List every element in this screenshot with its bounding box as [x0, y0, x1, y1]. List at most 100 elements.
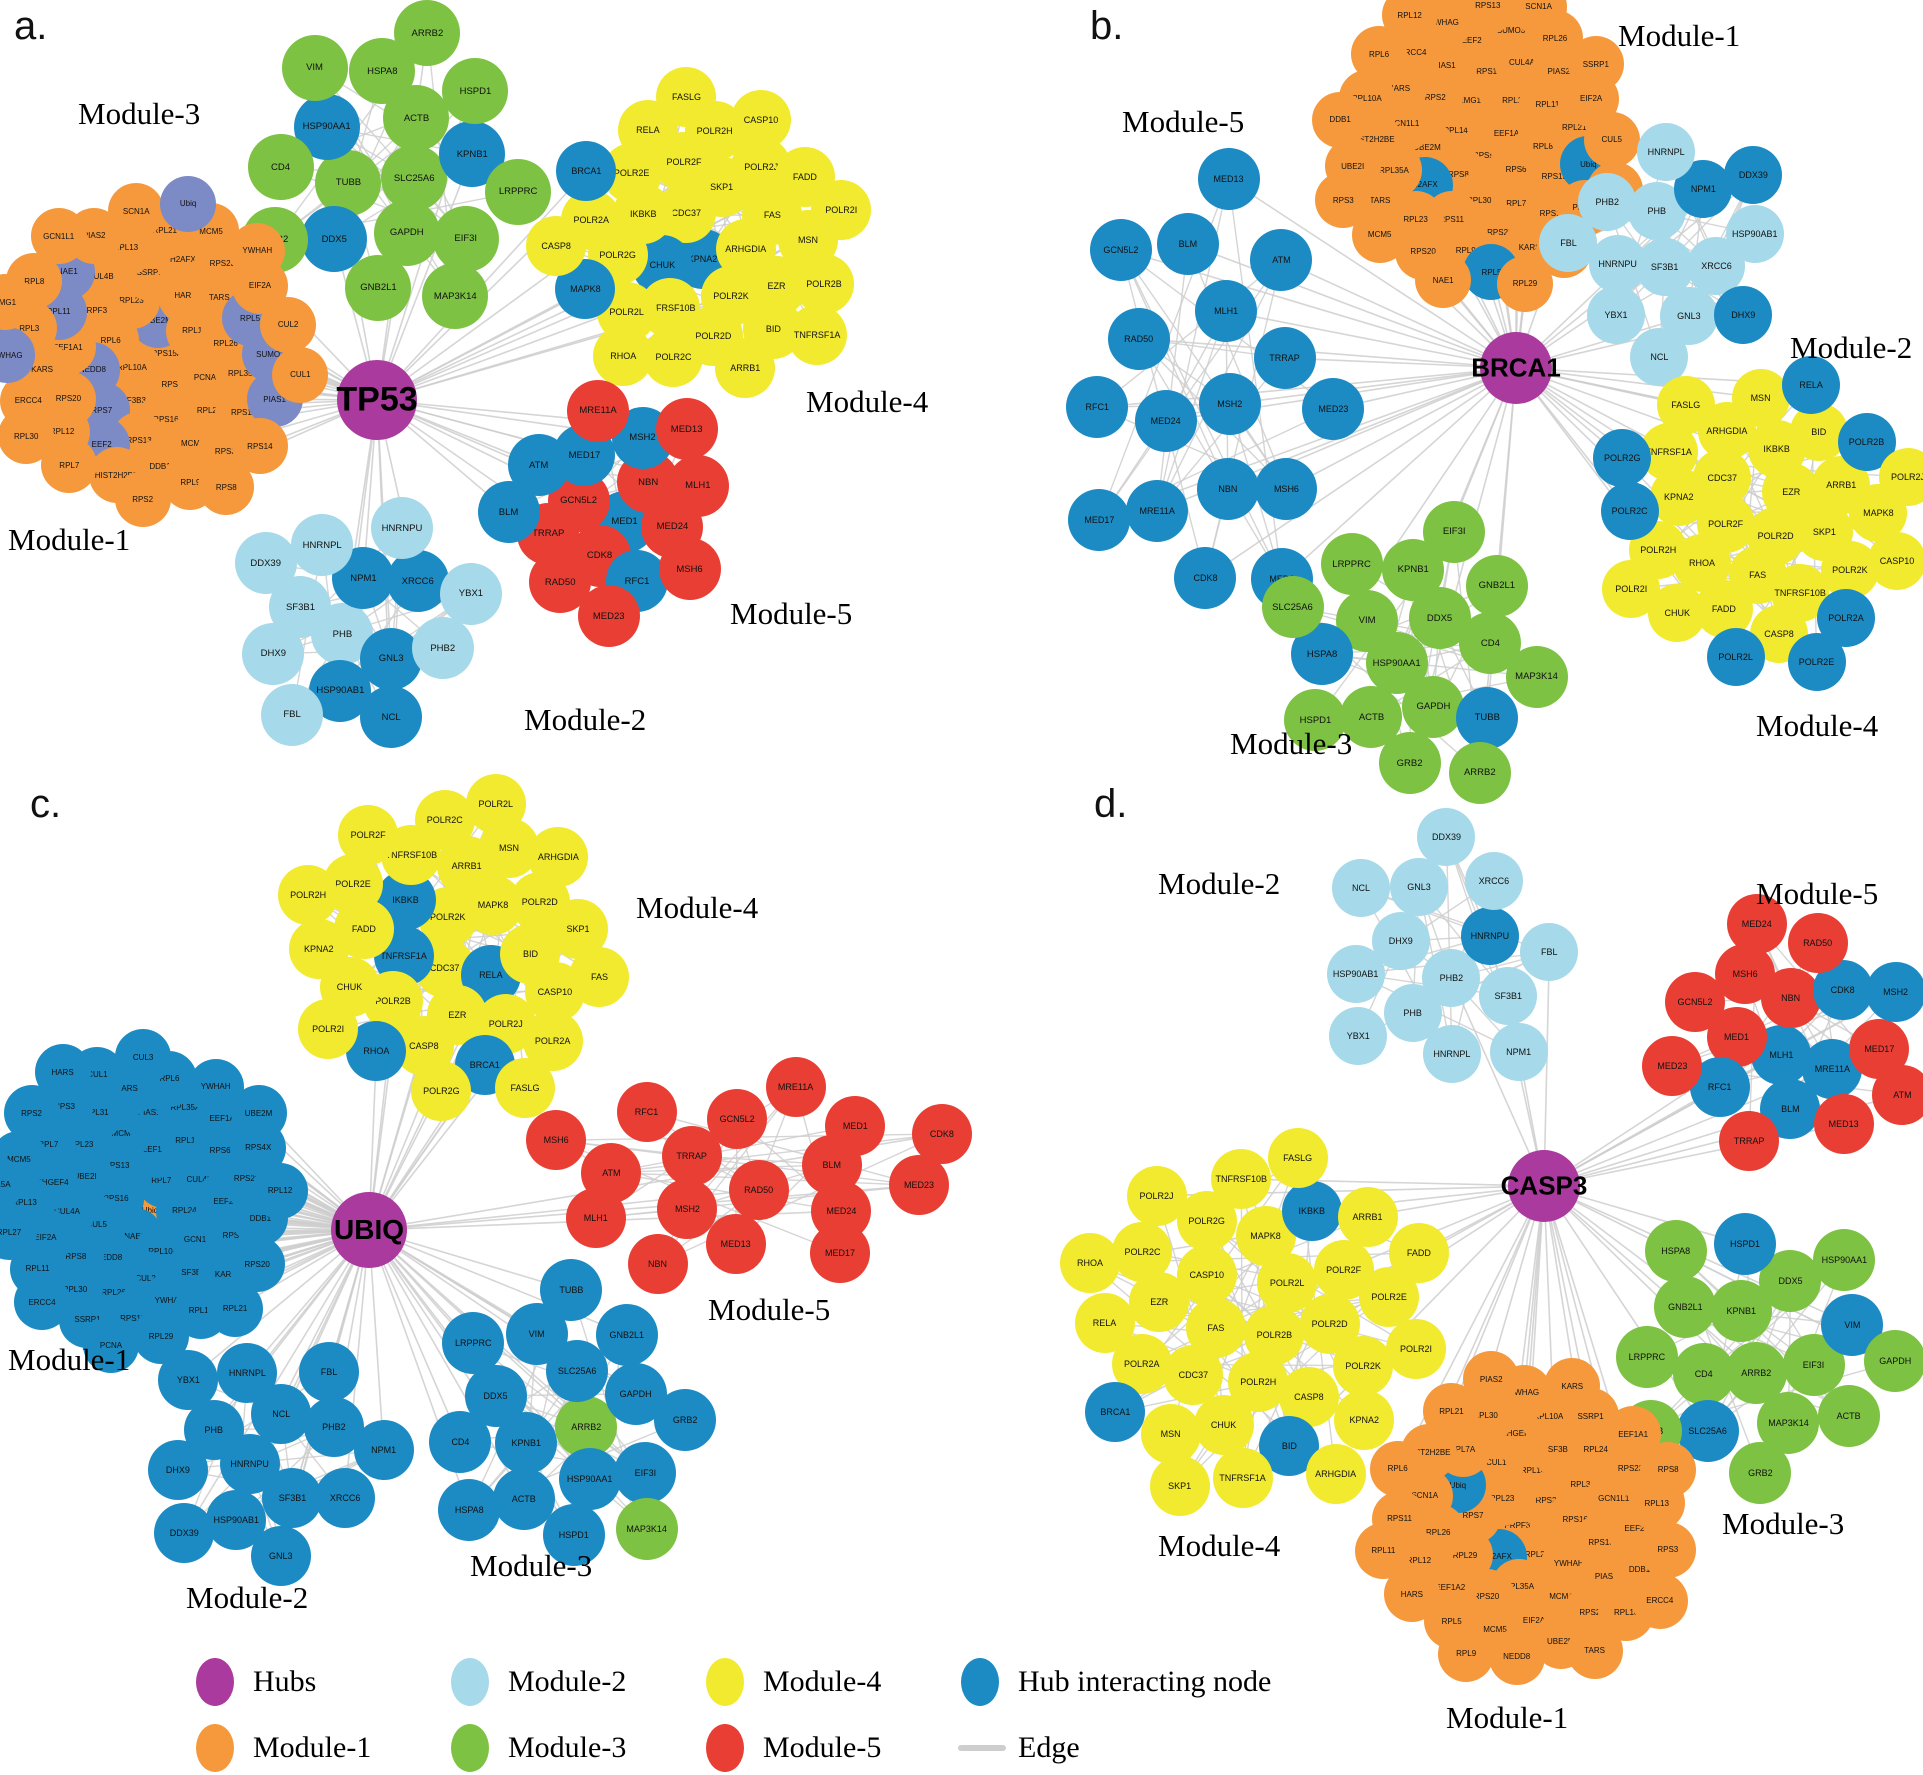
node-RPL12[interactable]: RPL12 [252, 1162, 309, 1219]
node-POLR2G[interactable]: POLR2G [411, 1061, 472, 1122]
node-HSPA8[interactable]: HSPA8 [438, 1478, 501, 1541]
node-FASLG[interactable]: FASLG [1656, 376, 1715, 435]
node-GNB2L1[interactable]: GNB2L1 [595, 1303, 658, 1366]
node-RFC1[interactable]: RFC1 [616, 1081, 677, 1142]
node-DHX9[interactable]: DHX9 [242, 622, 305, 685]
hub-node-CASP3[interactable] [1508, 1150, 1580, 1222]
node-BRCA1[interactable]: BRCA1 [1085, 1382, 1146, 1443]
node-FAS[interactable]: FAS [569, 946, 630, 1007]
node-YBX1[interactable]: YBX1 [1329, 1007, 1388, 1066]
node-YBX1[interactable]: YBX1 [158, 1349, 219, 1410]
node-HSP90AB1[interactable]: HSP90AB1 [1326, 944, 1385, 1003]
node-MED13[interactable]: MED13 [1197, 148, 1260, 211]
node-MSH2[interactable]: MSH2 [1865, 961, 1923, 1022]
node-MED17[interactable]: MED17 [1068, 488, 1131, 551]
node-CD4[interactable]: CD4 [1672, 1343, 1735, 1406]
node-MSH6[interactable]: MSH6 [658, 538, 721, 601]
node-RPL30[interactable]: RPL30 [0, 408, 55, 465]
node-POLR2L[interactable]: POLR2L [465, 773, 526, 834]
node-SF3B1[interactable]: SF3B1 [1479, 967, 1538, 1026]
node-RAD50[interactable]: RAD50 [1107, 307, 1170, 370]
node-CUL5[interactable]: CUL5 [1583, 111, 1640, 168]
node-XRCC6[interactable]: XRCC6 [386, 550, 449, 613]
node-HSPD1[interactable]: HSPD1 [1714, 1213, 1777, 1276]
node-MSN[interactable]: MSN [1731, 368, 1790, 427]
node-SSRP1[interactable]: SSRP1 [1567, 36, 1624, 93]
node-DDB1[interactable]: DDB1 [1312, 91, 1369, 148]
node-KPNA2[interactable]: KPNA2 [288, 918, 349, 979]
node-RPL9[interactable]: RPL9 [1438, 1625, 1495, 1682]
node-CASP10[interactable]: CASP10 [730, 90, 791, 151]
node-ATM[interactable]: ATM [1872, 1064, 1923, 1125]
node-HSPA8[interactable]: HSPA8 [1644, 1220, 1707, 1283]
node-YWHAH[interactable]: YWHAH [229, 222, 286, 279]
node-GCN5L2[interactable]: GCN5L2 [1089, 218, 1152, 281]
node-EZR[interactable]: EZR [1129, 1271, 1190, 1332]
node-MED24[interactable]: MED24 [1134, 390, 1197, 453]
node-RPS3[interactable]: RPS3 [1639, 1521, 1696, 1578]
node-POLR2H[interactable]: POLR2H [278, 864, 339, 925]
node-TARS[interactable]: TARS [1566, 1622, 1623, 1679]
node-MSH6[interactable]: MSH6 [1255, 457, 1318, 520]
node-MSH6[interactable]: MSH6 [526, 1110, 587, 1171]
node-BRCA1[interactable]: BRCA1 [556, 141, 617, 202]
node-ATM[interactable]: ATM [1250, 229, 1313, 292]
node-RHOA[interactable]: RHOA [593, 326, 654, 387]
node-GRB2[interactable]: GRB2 [1729, 1441, 1792, 1504]
node-CDK8[interactable]: CDK8 [1174, 547, 1237, 610]
node-HSP90AB1[interactable]: HSP90AB1 [1725, 204, 1784, 263]
node-VIM[interactable]: VIM [281, 34, 348, 101]
node-DDX39[interactable]: DDX39 [1724, 146, 1783, 205]
node-XRCC6[interactable]: XRCC6 [1464, 851, 1523, 910]
node-DDX39[interactable]: DDX39 [154, 1503, 215, 1564]
node-NCL[interactable]: NCL [1331, 859, 1390, 918]
node-ERCC4[interactable]: ERCC4 [1631, 1572, 1688, 1629]
node-FBL[interactable]: FBL [299, 1342, 359, 1403]
node-MED13[interactable]: MED13 [1813, 1094, 1874, 1155]
node-CUL3[interactable]: CUL3 [115, 1029, 172, 1085]
node-FASLG[interactable]: FASLG [1267, 1128, 1328, 1189]
node-RPL11[interactable]: RPL11 [1355, 1522, 1412, 1579]
node-ACTB[interactable]: ACTB [492, 1467, 555, 1530]
node-POLR2I[interactable]: POLR2I [811, 180, 872, 241]
node-UBE2M[interactable]: UBE2M [230, 1085, 287, 1142]
node-RELA[interactable]: RELA [1074, 1293, 1135, 1354]
node-LRPPRC[interactable]: LRPPRC [1615, 1325, 1678, 1388]
node-POLR2L[interactable]: POLR2L [1706, 628, 1765, 687]
node-MED23[interactable]: MED23 [1302, 377, 1365, 440]
node-POLR2G[interactable]: POLR2G [1593, 428, 1652, 487]
node-MED23[interactable]: MED23 [888, 1155, 949, 1216]
node-MLH1[interactable]: MLH1 [1195, 280, 1258, 343]
node-MRE11A[interactable]: MRE11A [765, 1056, 826, 1117]
node-MED23[interactable]: MED23 [1642, 1036, 1703, 1097]
node-GAPDH[interactable]: GAPDH [1402, 675, 1465, 738]
node-TUBB[interactable]: TUBB [1456, 686, 1519, 749]
node-POLR2F[interactable]: POLR2F [338, 804, 399, 865]
node-GAPDH[interactable]: GAPDH [1864, 1330, 1923, 1393]
node-MSN[interactable]: MSN [1140, 1403, 1201, 1464]
node-TRRAP[interactable]: TRRAP [1719, 1110, 1780, 1171]
node-PIAS2[interactable]: PIAS2 [1463, 1351, 1520, 1408]
node-PHB2[interactable]: PHB2 [411, 617, 474, 680]
node-BLM[interactable]: BLM [477, 481, 540, 543]
node-KARS[interactable]: KARS [1544, 1358, 1601, 1415]
node-FBL[interactable]: FBL [1520, 923, 1579, 982]
hub-node-TP53[interactable] [337, 360, 417, 440]
node-MED1[interactable]: MED1 [825, 1095, 886, 1156]
hub-node-UBIQ[interactable] [331, 1192, 407, 1268]
node-ARHGDIA[interactable]: ARHGDIA [1305, 1444, 1366, 1505]
node-ACTB[interactable]: ACTB [1817, 1385, 1880, 1448]
node-MAP3K14[interactable]: MAP3K14 [615, 1497, 678, 1560]
node-KPNA2[interactable]: KPNA2 [1334, 1390, 1395, 1451]
node-RHOA[interactable]: RHOA [1060, 1233, 1121, 1294]
node-NCL[interactable]: NCL [360, 686, 423, 749]
node-FADD[interactable]: FADD [1388, 1222, 1449, 1283]
node-ARRB2[interactable]: ARRB2 [394, 0, 461, 67]
node-MAP3K14[interactable]: MAP3K14 [422, 263, 489, 330]
node-POLR2E[interactable]: POLR2E [1787, 632, 1846, 691]
node-MAP3K14[interactable]: MAP3K14 [1505, 645, 1568, 708]
node-MED23[interactable]: MED23 [577, 585, 640, 648]
node-HSPD1[interactable]: HSPD1 [442, 58, 509, 125]
node-HNRNPU[interactable]: HNRNPU [371, 497, 433, 560]
node-POLR2J[interactable]: POLR2J [1126, 1165, 1187, 1226]
